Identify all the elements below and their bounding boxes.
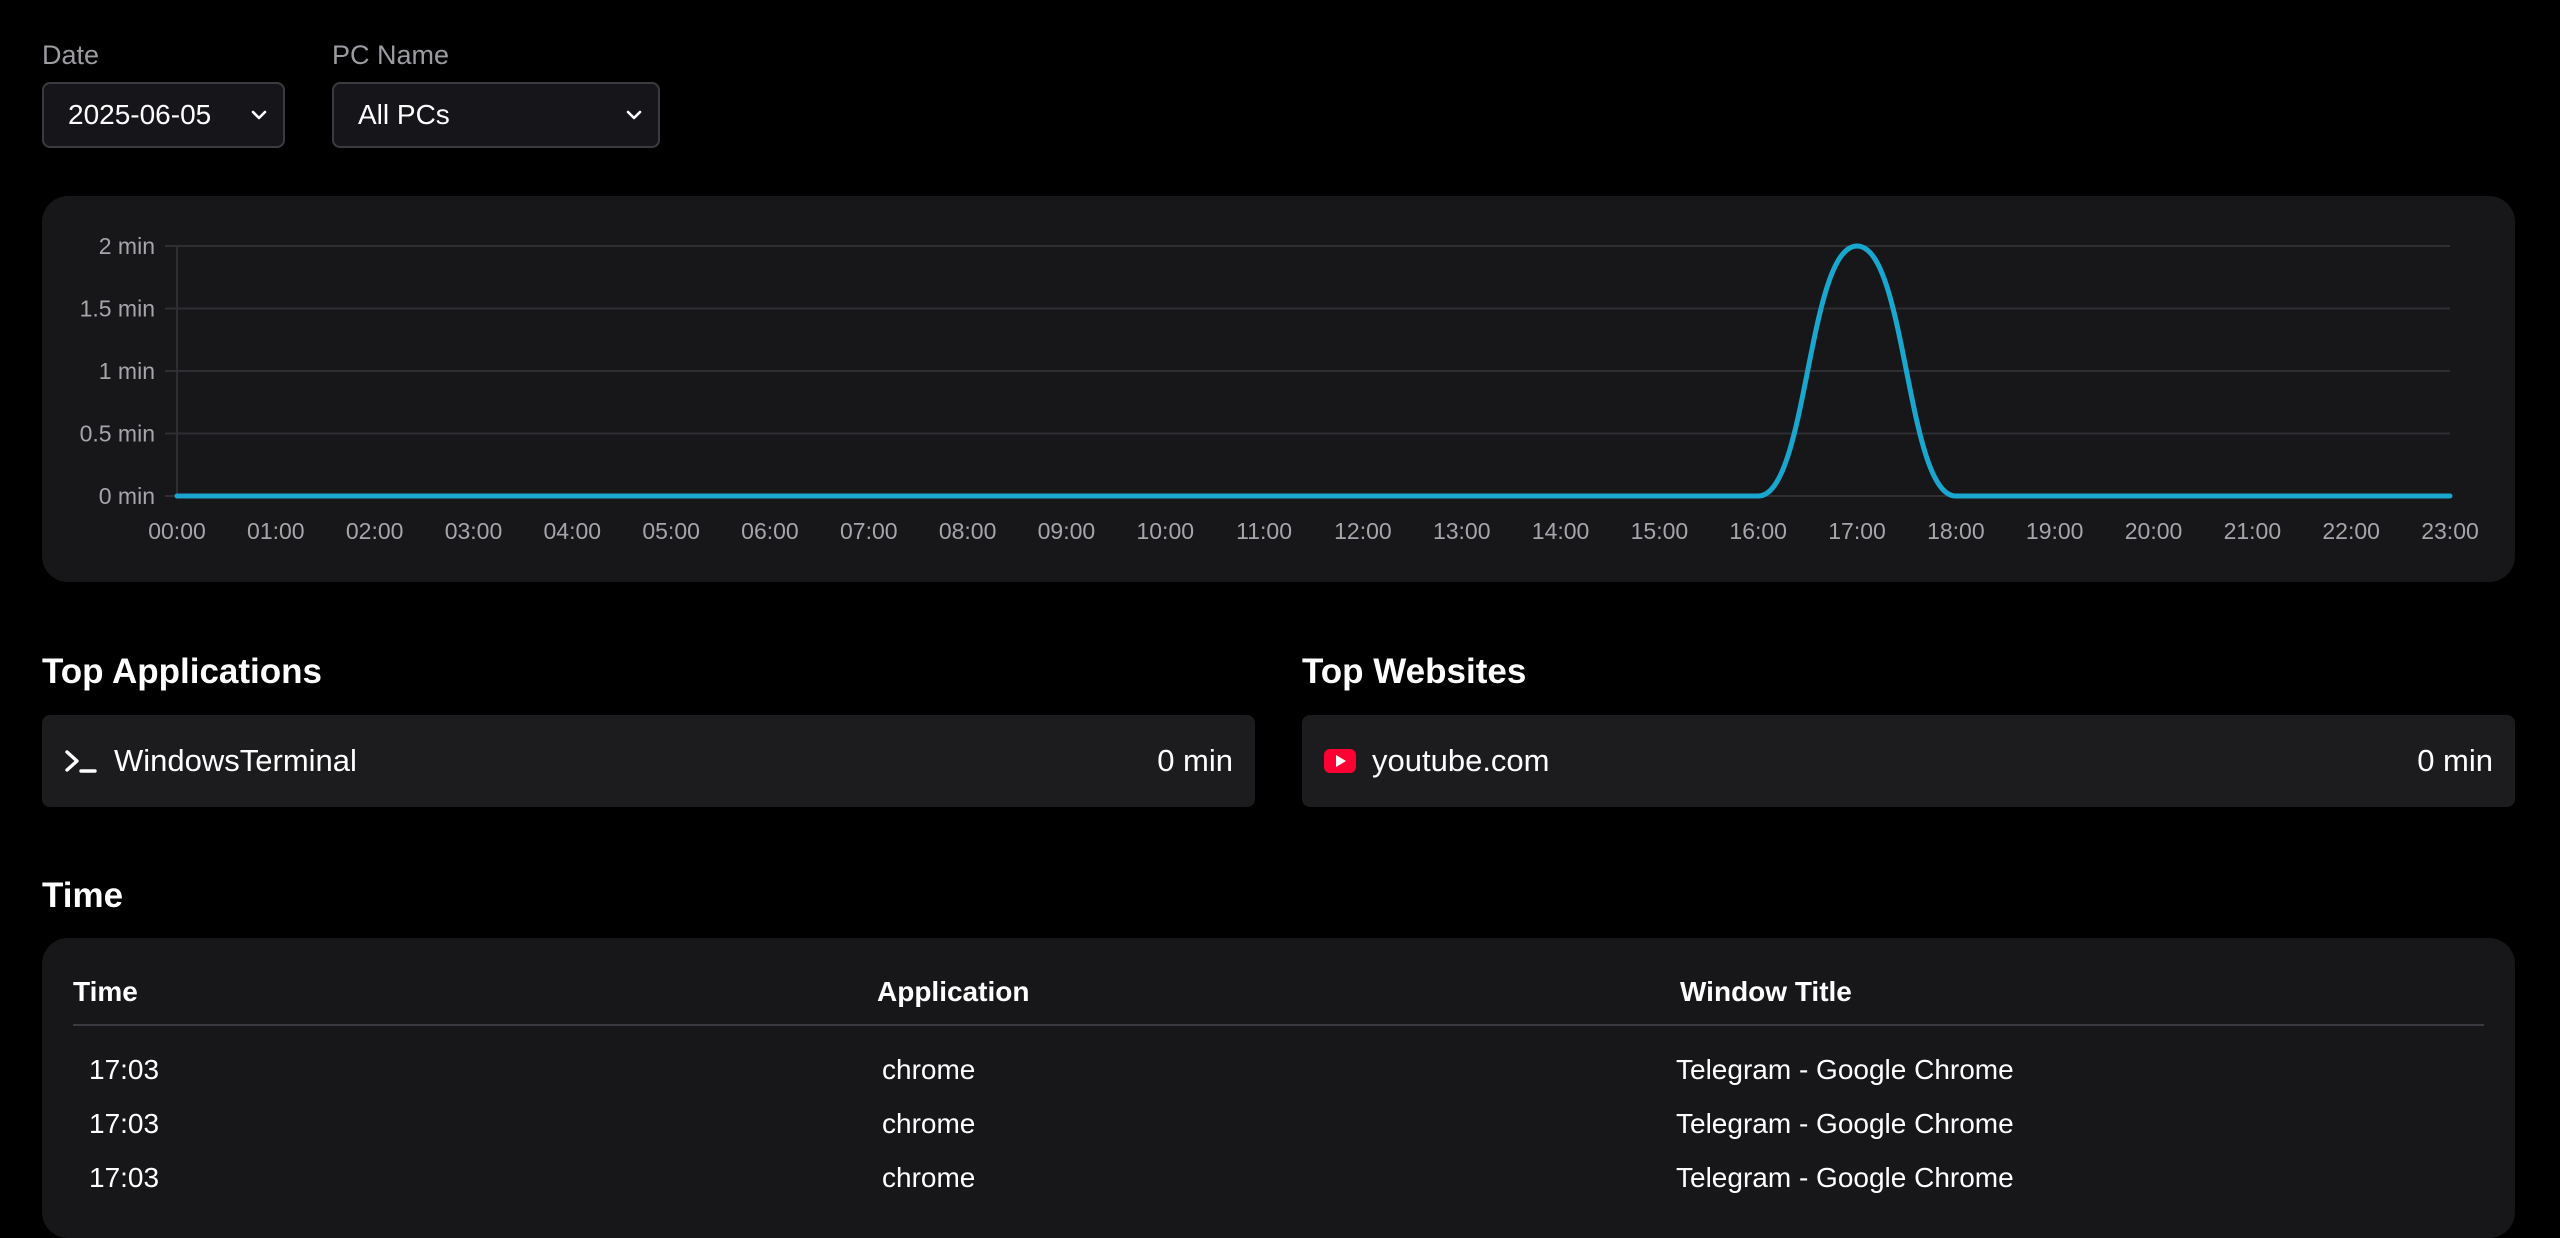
row-window-title: Telegram - Google Chrome — [1676, 1108, 2014, 1139]
y-tick-label: 1 min — [99, 358, 155, 384]
header-divider — [73, 1024, 2484, 1026]
row-time: 17:03 — [89, 1108, 160, 1139]
x-tick-label: 13:00 — [1433, 518, 1491, 544]
time-section-title: Time — [42, 876, 124, 915]
row-application: chrome — [882, 1054, 976, 1085]
pc-name-select[interactable]: All PCs — [332, 82, 660, 148]
y-tick-label: 1.5 min — [80, 296, 155, 322]
x-tick-label: 08:00 — [939, 518, 997, 544]
x-tick-label: 23:00 — [2421, 518, 2479, 544]
x-tick-label: 21:00 — [2224, 518, 2282, 544]
x-tick-label: 00:00 — [148, 518, 206, 544]
top-app-time: 0 min — [1157, 743, 1233, 778]
y-tick-label: 0 min — [99, 483, 155, 509]
x-tick-label: 07:00 — [840, 518, 898, 544]
chevron-down-icon — [626, 110, 642, 120]
row-window-title: Telegram - Google Chrome — [1676, 1054, 2014, 1085]
row-time: 17:03 — [89, 1054, 160, 1085]
x-tick-label: 03:00 — [445, 518, 503, 544]
column-header-window-title: Window Title — [1680, 976, 1852, 1007]
x-tick-label: 11:00 — [1236, 518, 1292, 544]
x-tick-label: 22:00 — [2322, 518, 2380, 544]
x-tick-label: 02:00 — [346, 518, 404, 544]
x-tick-label: 10:00 — [1136, 518, 1194, 544]
x-tick-label: 15:00 — [1631, 518, 1689, 544]
x-tick-label: 14:00 — [1532, 518, 1590, 544]
y-tick-label: 2 min — [99, 233, 155, 259]
x-tick-label: 09:00 — [1038, 518, 1096, 544]
date-label: Date — [42, 40, 100, 70]
row-application: chrome — [882, 1162, 976, 1193]
row-time: 17:03 — [89, 1162, 160, 1193]
top-app-name: WindowsTerminal — [114, 743, 357, 778]
column-header-time: Time — [73, 976, 138, 1007]
pc-name-label: PC Name — [332, 40, 450, 70]
time-table: Time Application Window Title 17:03 chro… — [42, 938, 2515, 1238]
date-select-value: 2025-06-05 — [68, 99, 212, 130]
top-site-time: 0 min — [2417, 743, 2493, 778]
x-tick-label: 06:00 — [741, 518, 799, 544]
x-tick-label: 12:00 — [1334, 518, 1392, 544]
x-tick-label: 16:00 — [1729, 518, 1787, 544]
activity-chart: 0 min 0.5 min 1 min 1.5 min 2 min 00:00 01:00 0… — [80, 233, 2479, 544]
x-tick-label: 17:00 — [1828, 518, 1886, 544]
x-tick-label: 04:00 — [544, 518, 602, 544]
x-tick-label: 18:00 — [1927, 518, 1985, 544]
pc-name-select-value: All PCs — [358, 99, 450, 130]
row-application: chrome — [882, 1108, 976, 1139]
youtube-icon — [1324, 749, 1356, 773]
top-websites-title: Top Websites — [1302, 652, 1527, 691]
y-tick-label: 0.5 min — [80, 421, 155, 447]
row-window-title: Telegram - Google Chrome — [1676, 1162, 2014, 1193]
x-tick-label: 01:00 — [247, 518, 305, 544]
x-tick-label: 20:00 — [2125, 518, 2183, 544]
top-app-item[interactable]: WindowsTerminal 0 min — [42, 715, 1255, 807]
activity-chart-card: 0 min 0.5 min 1 min 1.5 min 2 min 00:00 01:00 0… — [42, 196, 2515, 582]
series-line — [174, 243, 2453, 499]
top-site-name: youtube.com — [1372, 743, 1550, 778]
x-tick-label: 19:00 — [2026, 518, 2084, 544]
terminal-icon — [65, 750, 97, 773]
top-applications-title: Top Applications — [42, 652, 322, 691]
chevron-down-icon — [251, 110, 267, 120]
x-tick-label: 05:00 — [642, 518, 700, 544]
top-site-item[interactable]: youtube.com 0 min — [1302, 715, 2515, 807]
column-header-application: Application — [877, 976, 1030, 1007]
date-select[interactable]: 2025-06-05 — [42, 82, 285, 148]
